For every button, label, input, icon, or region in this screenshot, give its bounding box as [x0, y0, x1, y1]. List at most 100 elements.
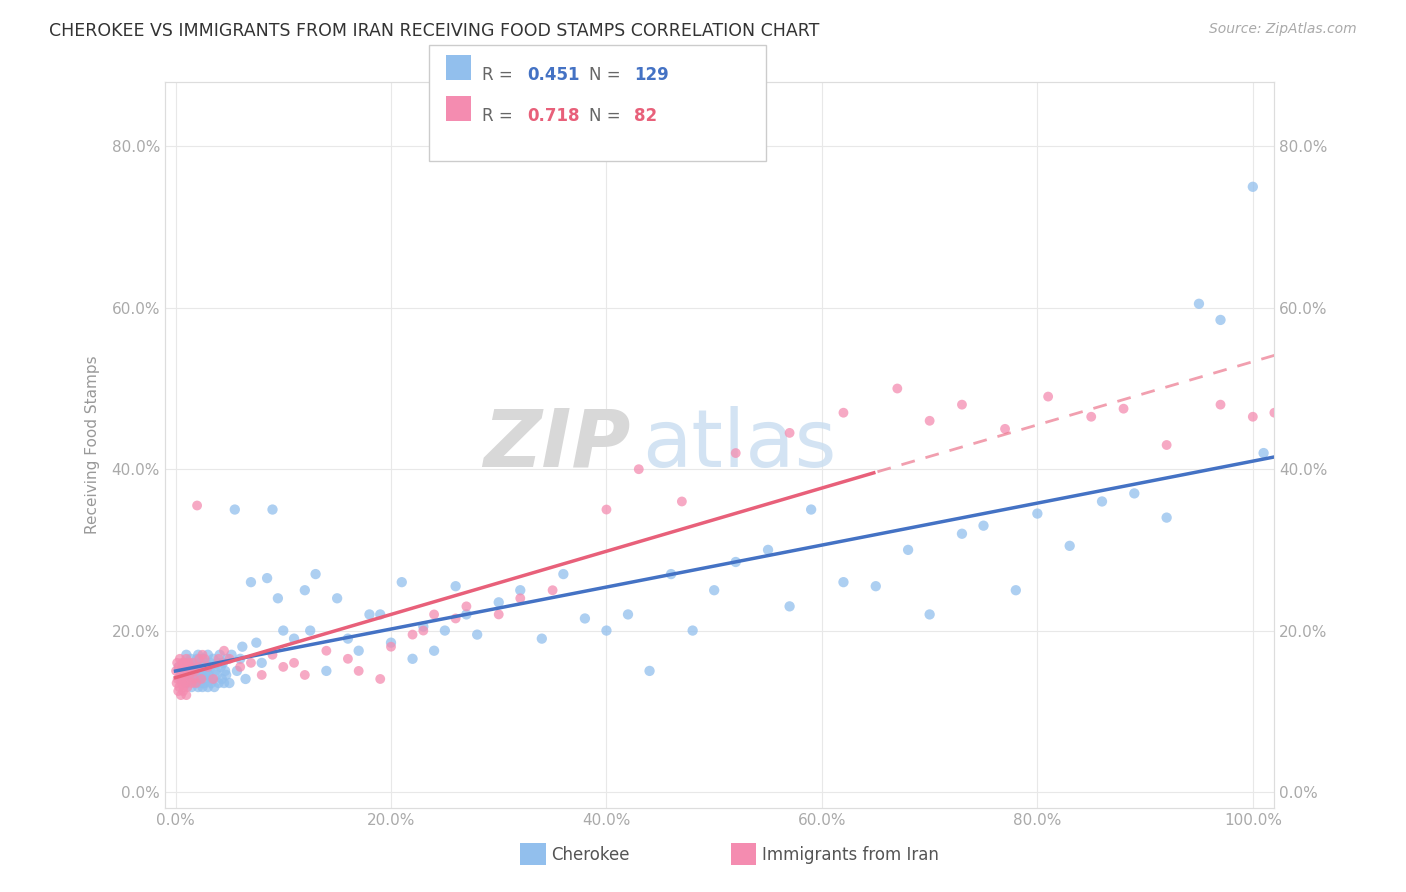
- Point: [169, 668, 191, 682]
- Point: [197, 660, 219, 674]
- Point: [423, 607, 446, 622]
- Point: [184, 664, 207, 678]
- Point: [1080, 409, 1102, 424]
- Point: [176, 660, 198, 674]
- Point: [262, 648, 284, 662]
- Point: [180, 680, 202, 694]
- Text: Immigrants from Iran: Immigrants from Iran: [762, 846, 939, 863]
- Point: [173, 656, 195, 670]
- Point: [412, 624, 434, 638]
- Point: [235, 672, 257, 686]
- Point: [184, 664, 207, 678]
- Point: [250, 656, 273, 670]
- Point: [950, 398, 973, 412]
- Point: [239, 656, 262, 670]
- Point: [703, 583, 725, 598]
- Point: [195, 664, 218, 678]
- Point: [267, 591, 290, 606]
- Point: [553, 567, 575, 582]
- Point: [215, 668, 238, 682]
- Point: [294, 583, 316, 598]
- Point: [176, 676, 198, 690]
- Point: [271, 624, 294, 638]
- Point: [172, 660, 194, 674]
- Point: [190, 664, 212, 678]
- Point: [183, 656, 205, 670]
- Point: [530, 632, 553, 646]
- Point: [800, 502, 823, 516]
- Point: [574, 611, 596, 625]
- Point: [994, 422, 1017, 436]
- Point: [412, 619, 434, 633]
- Point: [194, 668, 217, 682]
- Point: [226, 664, 249, 678]
- Point: [595, 624, 617, 638]
- Point: [1209, 398, 1232, 412]
- Point: [200, 676, 222, 690]
- Point: [973, 518, 995, 533]
- Point: [181, 656, 204, 670]
- Point: [198, 656, 221, 670]
- Point: [326, 591, 349, 606]
- Point: [217, 652, 239, 666]
- Point: [918, 414, 941, 428]
- Point: [865, 579, 887, 593]
- Point: [1317, 494, 1340, 508]
- Point: [207, 656, 229, 670]
- Point: [165, 664, 187, 678]
- Point: [166, 672, 188, 686]
- Point: [184, 676, 207, 690]
- Point: [659, 567, 682, 582]
- Point: [188, 656, 211, 670]
- Point: [208, 648, 231, 662]
- Point: [188, 676, 211, 690]
- Point: [193, 672, 215, 686]
- Point: [283, 656, 305, 670]
- Point: [224, 502, 246, 516]
- Point: [627, 462, 650, 476]
- Point: [184, 676, 207, 690]
- Y-axis label: Receiving Food Stamps: Receiving Food Stamps: [86, 356, 100, 534]
- Point: [174, 664, 197, 678]
- Text: N =: N =: [589, 66, 626, 84]
- Point: [205, 668, 228, 682]
- Point: [208, 652, 231, 666]
- Point: [194, 652, 217, 666]
- Point: [336, 632, 359, 646]
- Point: [315, 664, 337, 678]
- Point: [170, 676, 193, 690]
- Point: [190, 668, 212, 682]
- Point: [169, 680, 191, 694]
- Point: [212, 644, 235, 658]
- Point: [239, 575, 262, 590]
- Point: [401, 627, 423, 641]
- Point: [177, 656, 200, 670]
- Point: [1026, 507, 1049, 521]
- Point: [197, 680, 219, 694]
- Point: [190, 672, 212, 686]
- Point: [166, 656, 188, 670]
- Point: [950, 526, 973, 541]
- Point: [315, 644, 337, 658]
- Point: [167, 684, 190, 698]
- Point: [188, 652, 211, 666]
- Point: [1371, 422, 1393, 436]
- Point: [779, 599, 801, 614]
- Point: [347, 644, 370, 658]
- Point: [359, 607, 381, 622]
- Point: [174, 676, 197, 690]
- Point: [202, 672, 225, 686]
- Point: [179, 668, 201, 682]
- Point: [229, 660, 252, 674]
- Point: [1188, 297, 1211, 311]
- Point: [170, 672, 193, 686]
- Point: [212, 676, 235, 690]
- Point: [188, 672, 211, 686]
- Point: [541, 583, 564, 598]
- Text: Cherokee: Cherokee: [551, 846, 630, 863]
- Point: [1156, 510, 1178, 524]
- Point: [177, 664, 200, 678]
- Point: [209, 660, 232, 674]
- Text: CHEROKEE VS IMMIGRANTS FROM IRAN RECEIVING FOOD STAMPS CORRELATION CHART: CHEROKEE VS IMMIGRANTS FROM IRAN RECEIVI…: [49, 22, 820, 40]
- Point: [180, 676, 202, 690]
